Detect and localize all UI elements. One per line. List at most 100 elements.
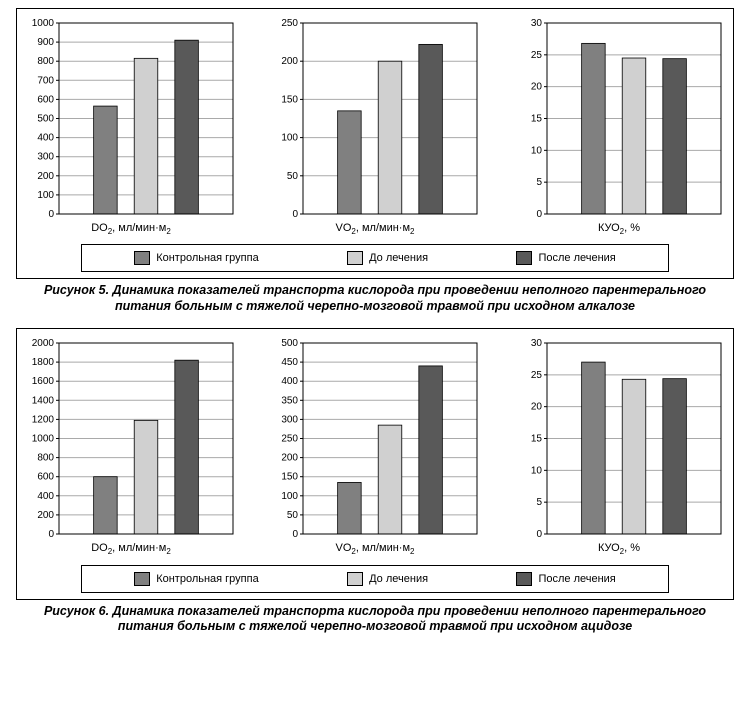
svg-text:450: 450	[281, 358, 298, 369]
svg-text:100: 100	[37, 190, 54, 201]
svg-text:250: 250	[281, 18, 298, 29]
bar-before	[622, 58, 646, 214]
svg-text:1400: 1400	[32, 396, 55, 407]
svg-text:0: 0	[536, 209, 542, 220]
svg-text:900: 900	[37, 37, 54, 48]
legend-label-control: Контрольная группа	[156, 573, 259, 585]
svg-text:20: 20	[531, 82, 543, 93]
legend: Контрольная группа До лечения После лечени…	[81, 565, 669, 593]
legend-label-after: После лечения	[538, 252, 615, 264]
legend-label-before: До лечения	[369, 573, 428, 585]
svg-text:1000: 1000	[32, 434, 55, 445]
svg-text:0: 0	[48, 529, 54, 540]
fig6-caption-line1: Рисунок 6. Динамика показателей транспор…	[44, 604, 706, 618]
svg-text:15: 15	[531, 114, 543, 125]
legend-swatch-after	[516, 251, 532, 265]
fig6-vo2-xlabel: VO2, мл/мин·м2	[336, 542, 415, 556]
svg-text:150: 150	[281, 472, 298, 483]
bar-before	[134, 421, 158, 535]
fig5-do2-xlabel: DO2, мл/мин·м2	[91, 222, 171, 236]
bar-after	[419, 366, 443, 534]
legend-item-after: После лечения	[516, 572, 615, 586]
legend-item-before: До лечения	[347, 572, 428, 586]
svg-text:1200: 1200	[32, 415, 55, 426]
legend-swatch-control	[134, 572, 150, 586]
svg-text:500: 500	[281, 338, 298, 349]
bar-before	[622, 380, 646, 535]
fig5-vo2: 050100150200250VO2, мл/мин·м2	[265, 15, 485, 240]
svg-text:30: 30	[531, 338, 543, 349]
svg-text:20: 20	[531, 402, 543, 413]
legend-label-before: До лечения	[369, 252, 428, 264]
legend-label-control: Контрольная группа	[156, 252, 259, 264]
svg-text:30: 30	[531, 18, 543, 29]
svg-text:50: 50	[287, 510, 299, 521]
legend-item-after: После лечения	[516, 251, 615, 265]
legend-item-control: Контрольная группа	[134, 572, 259, 586]
svg-text:0: 0	[292, 529, 298, 540]
svg-text:600: 600	[37, 94, 54, 105]
svg-text:200: 200	[37, 510, 54, 521]
svg-text:25: 25	[531, 370, 543, 381]
fig5-caption-line1: Рисунок 5. Динамика показателей транспор…	[44, 283, 706, 297]
svg-text:5: 5	[536, 498, 542, 509]
bar-before	[134, 58, 158, 214]
fig6-panels-frame: 0200400600800100012001400160018002000DO2…	[16, 328, 734, 599]
legend-swatch-before	[347, 251, 363, 265]
svg-text:1800: 1800	[32, 358, 55, 369]
fig6-vo2: 050100150200250300350400450500VO2, мл/ми…	[265, 335, 485, 560]
fig5-vo2-xlabel: VO2, мл/мин·м2	[336, 222, 415, 236]
bar-control	[582, 43, 606, 214]
svg-text:5: 5	[536, 177, 542, 188]
svg-text:600: 600	[37, 472, 54, 483]
fig5-kuo2-xlabel: КУО2, %	[598, 222, 640, 236]
svg-text:25: 25	[531, 50, 543, 61]
svg-text:1600: 1600	[32, 377, 55, 388]
svg-text:10: 10	[531, 145, 543, 156]
svg-text:1000: 1000	[32, 18, 55, 29]
bar-before	[378, 426, 402, 535]
fig6-do2: 0 200 400 600 800 1000 1200 1400 1600 1800 2000 DO2…	[21, 335, 241, 560]
svg-text:400: 400	[37, 133, 54, 144]
bar-after	[663, 59, 687, 214]
svg-text:800: 800	[37, 56, 54, 67]
fig6-panels-row: 0200400600800100012001400160018002000DO2…	[21, 335, 729, 560]
legend-item-before: До лечения	[347, 251, 428, 265]
bar-after	[663, 379, 687, 534]
fig5-do2: 01002003004005006007008009001000DO2, мл/…	[21, 15, 241, 240]
svg-text:700: 700	[37, 75, 54, 86]
svg-text:10: 10	[531, 466, 543, 477]
bar-before	[378, 61, 402, 214]
bar-after	[175, 40, 199, 214]
svg-text:100: 100	[281, 133, 298, 144]
svg-text:2000: 2000	[32, 338, 55, 349]
svg-text:250: 250	[281, 434, 298, 445]
fig6-kuo2: 051015202530КУО2, %	[509, 335, 729, 560]
svg-text:200: 200	[37, 171, 54, 182]
fig5-caption-line2: питания больным с тяжелой черепно-мозгов…	[115, 299, 635, 313]
bar-control	[94, 106, 118, 214]
legend-label-after: После лечения	[538, 573, 615, 585]
svg-text:300: 300	[37, 152, 54, 163]
svg-text:400: 400	[281, 377, 298, 388]
legend: Контрольная группа До лечения После лечени…	[81, 244, 669, 272]
bar-control	[338, 111, 362, 214]
svg-text:0: 0	[536, 529, 542, 540]
svg-text:300: 300	[281, 415, 298, 426]
svg-text:400: 400	[37, 491, 54, 502]
bar-control	[94, 477, 118, 534]
svg-text:500: 500	[37, 114, 54, 125]
svg-text:200: 200	[281, 56, 298, 67]
legend-swatch-control	[134, 251, 150, 265]
bar-after	[175, 361, 199, 535]
legend-swatch-after	[516, 572, 532, 586]
fig6-caption: Рисунок 6. Динамика показателей транспор…	[12, 604, 738, 635]
svg-text:0: 0	[292, 209, 298, 220]
fig5-panels-row: 01002003004005006007008009001000DO2, мл/…	[21, 15, 729, 240]
bar-control	[582, 363, 606, 535]
svg-text:800: 800	[37, 453, 54, 464]
fig6-do2-xlabel: DO2, мл/мин·м2	[91, 542, 171, 556]
fig5-kuo2: 0 5 10 15 20 25 30 КУО2, %	[509, 15, 729, 240]
svg-text:100: 100	[281, 491, 298, 502]
fig5: 01002003004005006007008009001000DO2, мл/…	[0, 8, 750, 314]
